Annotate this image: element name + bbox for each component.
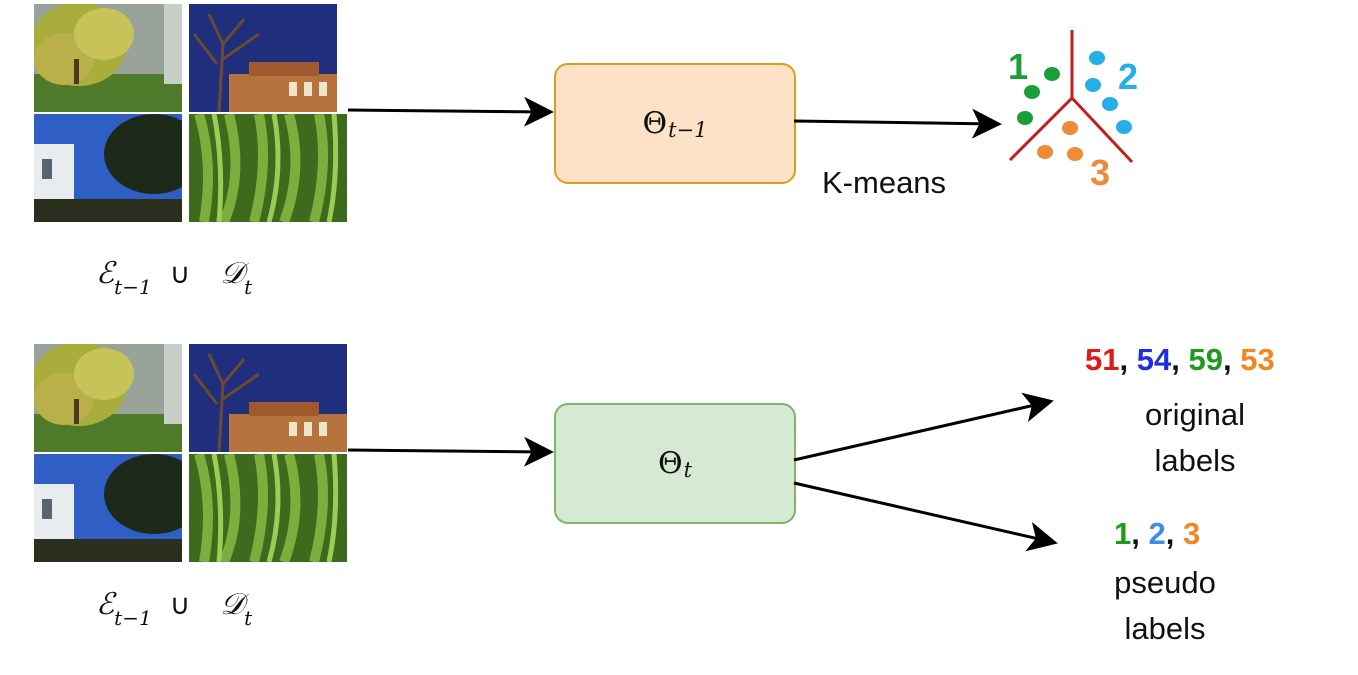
- pseudo-caption-line1: pseudo: [1114, 565, 1216, 600]
- set-label-top: ℰt−1 ∪ 𝒟t: [96, 256, 252, 299]
- arrow-to-pseudo-labels: [793, 481, 1058, 552]
- kmeans-label: K-means: [822, 165, 947, 200]
- exemplar-set-subscript: t−1: [114, 275, 152, 299]
- original-label-values: 51, 54, 59, 53: [1085, 342, 1275, 378]
- original-labels-caption: original labels: [1120, 392, 1270, 484]
- union-symbol: ∪: [169, 258, 191, 289]
- separator: ,: [1171, 342, 1180, 377]
- thumbnail-leaves-green: [189, 454, 347, 562]
- exemplar-set-symbol: ℰ: [96, 587, 115, 622]
- pseudo-caption-line2: labels: [1124, 611, 1206, 646]
- cluster-label-1: 1: [1008, 46, 1029, 87]
- model-previous-subscript: t−1: [668, 117, 708, 142]
- pseudo-label-1: 1: [1114, 516, 1132, 551]
- model-previous-symbol: Θ: [642, 106, 668, 141]
- thumbnail-house-night: [189, 4, 337, 112]
- cluster-label-3: 3: [1090, 152, 1111, 193]
- data-set-symbol: 𝒟: [220, 256, 245, 291]
- cluster-label-2: 2: [1118, 56, 1139, 97]
- pseudo-label-values: 1, 2, 3: [1114, 516, 1200, 552]
- pseudo-label-2: 2: [1148, 516, 1166, 551]
- thumbnail-house-day: [34, 454, 182, 562]
- thumbnail-tree-autumn: [34, 4, 182, 112]
- arrow-input-to-prev-model: [347, 96, 554, 127]
- original-label-51: 51: [1085, 342, 1120, 377]
- original-caption-line2: labels: [1154, 443, 1236, 478]
- thumbnail-leaves-green: [189, 114, 347, 222]
- original-label-54: 54: [1136, 342, 1172, 377]
- data-set-symbol: 𝒟: [220, 587, 245, 622]
- arrow-to-original-labels: [793, 392, 1054, 462]
- original-label-59: 59: [1188, 342, 1223, 377]
- model-current-symbol: Θ: [657, 446, 683, 481]
- original-label-53: 53: [1240, 342, 1275, 377]
- original-caption-line1: original: [1145, 397, 1245, 432]
- thumbnail-house-day: [34, 114, 182, 222]
- data-set-subscript: t: [244, 606, 253, 630]
- data-set-subscript: t: [244, 275, 253, 299]
- separator: ,: [1119, 342, 1129, 377]
- separator: ,: [1131, 516, 1140, 551]
- thumbnail-house-night: [189, 344, 347, 452]
- separator: ,: [1165, 516, 1175, 551]
- thumbnail-tree-autumn: [34, 344, 182, 452]
- exemplar-set-subscript: t−1: [114, 606, 152, 630]
- union-symbol: ∪: [169, 589, 191, 620]
- arrow-input-to-curr-model: [347, 436, 554, 467]
- separator: ,: [1222, 342, 1232, 377]
- model-current-subscript: t: [683, 457, 693, 482]
- exemplar-set-symbol: ℰ: [96, 256, 115, 291]
- pseudo-label-3: 3: [1183, 516, 1201, 551]
- arrow-prev-model-to-clusters: [793, 108, 1002, 139]
- pseudo-labels-caption: pseudo labels: [1090, 560, 1240, 652]
- cluster-illustration: 1 2 3: [1000, 30, 1150, 195]
- set-label-bottom: ℰt−1 ∪ 𝒟t: [96, 587, 252, 630]
